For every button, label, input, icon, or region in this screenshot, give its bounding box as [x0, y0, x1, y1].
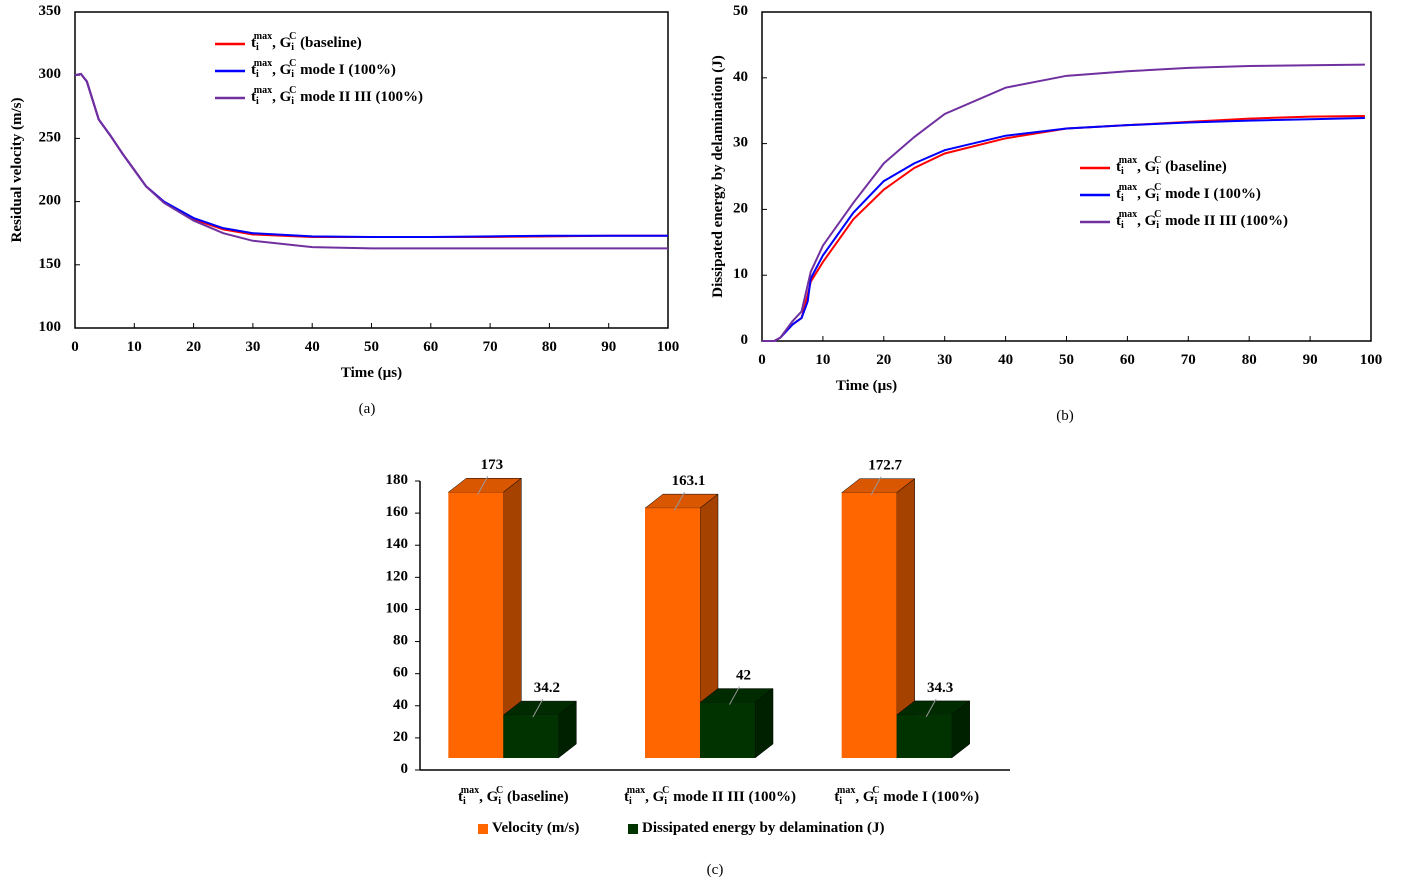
x-tick-label: 30: [937, 352, 952, 368]
bar: [644, 493, 719, 759]
y-tick-label: 20: [393, 729, 408, 745]
plot-frame: [761, 11, 1372, 342]
legend-swatch: [478, 824, 488, 834]
plot-frame: [74, 11, 669, 329]
y-tick-label: 140: [386, 537, 409, 553]
data-label: 173: [481, 458, 504, 474]
legend-label: Velocity (m/s): [492, 820, 579, 836]
bar-front: [503, 715, 559, 758]
legend-label: timax, GiC mode II III (100%): [1116, 209, 1288, 231]
bar: [699, 688, 774, 759]
label-leader: [477, 475, 489, 495]
x-tick-label: 20: [186, 339, 201, 355]
x-tick-label: 60: [1120, 352, 1135, 368]
bar-front: [448, 492, 504, 758]
data-label: 172.7: [868, 458, 902, 474]
bar: [447, 477, 523, 759]
caption: (b): [1056, 408, 1074, 424]
x-tick-label: timax, GiC mode I (100%): [834, 785, 979, 807]
legend-label: timax, GiC mode I (100%): [251, 58, 396, 80]
y-tick-label: 30: [733, 135, 748, 151]
y-tick-label: 300: [39, 67, 62, 83]
x-tick-label: 30: [245, 339, 260, 355]
label-leader: [729, 686, 740, 705]
x-tick-label: 40: [998, 352, 1013, 368]
bar-front: [896, 714, 952, 758]
y-tick-label: 100: [39, 319, 62, 335]
x-axis-label: Time (µs): [836, 378, 897, 394]
bar-front: [700, 702, 755, 758]
label-leader: [870, 476, 882, 495]
y-tick-label: 160: [386, 505, 409, 521]
y-tick-label: 0: [741, 332, 749, 348]
x-tick-label: timax, GiC mode II III (100%): [624, 785, 796, 807]
series-line: [762, 116, 1365, 342]
y-axis-label: Dissipated energy by delamination (J): [710, 55, 726, 298]
y-tick-label: 80: [393, 633, 408, 649]
x-tick-label: 10: [127, 339, 142, 355]
series-line: [74, 72, 668, 250]
y-tick-label: 350: [39, 3, 62, 19]
x-tick-label: 40: [305, 339, 320, 355]
x-tick-label: 50: [364, 339, 379, 355]
caption: (a): [359, 401, 376, 417]
label-leader: [532, 698, 544, 718]
y-axis-label: Residual velocity (m/s): [9, 98, 25, 243]
bar-front: [841, 492, 897, 758]
y-tick-label: 40: [733, 69, 748, 85]
label-leader: [674, 491, 685, 511]
y-tick-label: 120: [386, 569, 409, 585]
y-tick-label: 100: [386, 601, 409, 617]
data-label: 163.1: [672, 474, 706, 490]
bar-front: [645, 508, 700, 758]
x-tick-label: 70: [1181, 352, 1196, 368]
data-label: 42: [736, 668, 751, 684]
x-tick-label: 90: [1303, 352, 1318, 368]
x-tick-label: 100: [657, 339, 680, 355]
x-tick-label: 60: [423, 339, 438, 355]
y-tick-label: 60: [393, 665, 408, 681]
bar: [840, 478, 916, 759]
x-tick-label: 80: [542, 339, 557, 355]
x-axis-label: Time (µs): [341, 365, 402, 381]
y-tick-label: 10: [733, 267, 748, 283]
legend-label: timax, GiC mode II III (100%): [251, 85, 423, 107]
y-tick-label: 20: [733, 201, 748, 217]
x-tick-label: 70: [483, 339, 498, 355]
bar: [502, 700, 578, 759]
x-tick-label: 20: [876, 352, 891, 368]
legend-label: Dissipated energy by delamination (J): [642, 820, 885, 836]
data-label: 34.3: [927, 680, 953, 696]
x-tick-label: 0: [71, 339, 79, 355]
x-tick-label: 10: [815, 352, 830, 368]
x-tick-label: 50: [1059, 352, 1074, 368]
y-tick-label: 150: [39, 256, 62, 272]
y-tick-label: 180: [386, 472, 409, 488]
y-tick-label: 50: [733, 3, 748, 19]
legend-label: timax, GiC (baseline): [1116, 155, 1227, 177]
y-tick-label: 40: [393, 697, 408, 713]
y-tick-label: 250: [39, 130, 62, 146]
caption: (c): [707, 862, 724, 878]
x-tick-label: 0: [758, 352, 766, 368]
y-tick-label: 200: [39, 193, 62, 209]
legend-label: timax, GiC mode I (100%): [1116, 182, 1261, 204]
series-line: [762, 63, 1365, 342]
data-label: 34.2: [534, 681, 560, 697]
legend-swatch: [628, 824, 638, 834]
x-tick-label: timax, GiC (baseline): [458, 785, 569, 807]
y-tick-label: 0: [401, 761, 409, 777]
label-leader: [925, 698, 937, 718]
bar: [895, 700, 971, 759]
x-tick-label: 90: [601, 339, 616, 355]
x-tick-label: 100: [1360, 352, 1383, 368]
legend-label: timax, GiC (baseline): [251, 31, 362, 53]
x-tick-label: 80: [1242, 352, 1257, 368]
